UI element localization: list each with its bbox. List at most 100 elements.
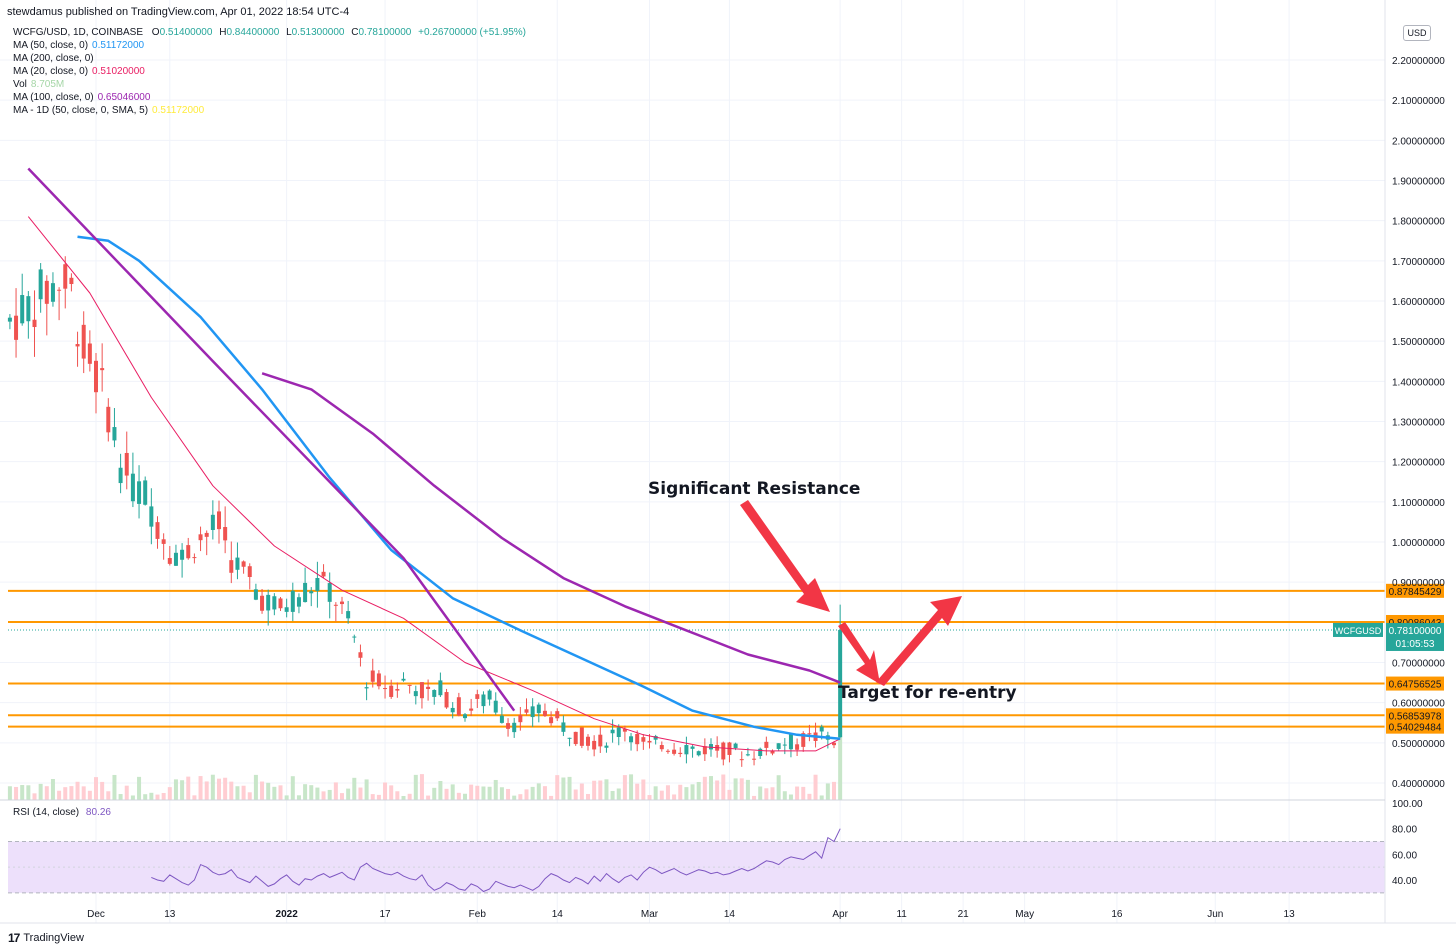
volume-bar — [186, 776, 191, 800]
volume-bar — [229, 781, 234, 800]
volume-bar — [493, 779, 498, 800]
candle-body — [629, 736, 634, 743]
volume-bar — [733, 778, 738, 800]
price-tick-label: 1.60000000 — [1392, 297, 1445, 308]
symbol-legend: WCFG/USD, 1D, COINBASE O0.51400000 H0.84… — [13, 26, 526, 39]
candle-body — [555, 711, 560, 719]
volume-bar — [130, 795, 135, 800]
volume-bar — [44, 786, 49, 800]
volume-bar — [788, 794, 793, 800]
indicator-value: 0.51020000 — [92, 66, 145, 77]
publish-header: stewdamus published on TradingView.com, … — [7, 6, 350, 18]
volume-bar — [327, 789, 332, 800]
indicator-ma50[interactable]: MA (50, close, 0) 0.51172000 — [13, 39, 144, 52]
price-tick-label: 2.00000000 — [1392, 136, 1445, 147]
indicator-vol[interactable]: Vol 8.705M — [13, 78, 64, 91]
volume-bar — [690, 784, 695, 800]
volume-bar — [407, 793, 412, 800]
time-tick-label: Apr — [832, 909, 848, 920]
volume-bar — [210, 774, 215, 800]
volume-bar — [75, 781, 80, 800]
candle-body — [167, 558, 172, 564]
candle-body — [309, 591, 314, 594]
candle-body — [622, 728, 627, 732]
close-label: C — [351, 27, 359, 38]
candle-body — [315, 578, 320, 591]
volume-bar — [579, 783, 584, 800]
candle-body — [352, 636, 357, 638]
volume-bar — [106, 791, 111, 800]
time-tick-label: 13 — [164, 909, 176, 920]
volume-bar — [684, 787, 689, 800]
rsi-legend[interactable]: RSI (14, close) 80.26 — [13, 807, 111, 818]
price-tick-label: 0.50000000 — [1392, 739, 1445, 750]
volume-bar — [94, 777, 98, 800]
volume-bar — [586, 793, 590, 800]
volume-bar — [7, 786, 12, 800]
volume-bar — [198, 776, 203, 800]
candle-body — [346, 611, 351, 619]
candle-body — [518, 715, 523, 723]
volume-bar — [38, 783, 43, 800]
currency-button[interactable]: USD — [1403, 25, 1431, 41]
volume-bar — [266, 782, 271, 800]
indicator-value: 8.705M — [30, 79, 65, 90]
price-tick-label: 1.90000000 — [1392, 177, 1445, 188]
tradingview-footer[interactable]: 17 TradingView — [8, 931, 84, 945]
indicator-ma-1d[interactable]: MA - 1D (50, close, 0, SMA, 5) 0.51172000 — [13, 104, 204, 117]
volume-bar — [542, 786, 547, 800]
candle-body — [407, 684, 412, 686]
volume-bar — [204, 781, 209, 800]
candle-body — [284, 607, 289, 612]
candle-body — [653, 736, 658, 740]
volume-bar — [112, 774, 117, 800]
candle-body — [7, 317, 12, 322]
volume-bar — [752, 795, 757, 800]
price-tick-label: 1.10000000 — [1392, 498, 1445, 509]
volume-bar — [450, 784, 455, 800]
volume-bar — [530, 786, 535, 800]
candle-body — [721, 742, 726, 760]
volume-bar — [832, 781, 836, 800]
volume-bar — [825, 783, 830, 800]
last-price-tag — [1386, 622, 1444, 651]
time-tick-label: 13 — [1284, 909, 1296, 920]
volume-bar — [635, 783, 640, 800]
volume-bar — [536, 783, 541, 800]
candle-body — [426, 686, 431, 690]
candle-body — [155, 522, 160, 539]
horizontal-levels[interactable]: 0.878454290.800860430.647565250.56853978… — [8, 583, 1444, 734]
rsi-tick-label: 80.00 — [1392, 825, 1417, 836]
indicator-ma20[interactable]: MA (20, close, 0) 0.51020000 — [13, 65, 145, 78]
indicator-ma100[interactable]: MA (100, close, 0) 0.65046000 — [13, 91, 150, 104]
candle-body — [321, 571, 326, 577]
up-arrow — [876, 596, 962, 686]
candle-body — [481, 694, 486, 707]
candle-body — [81, 324, 86, 359]
rsi-value: 80.26 — [85, 807, 111, 818]
price-tick-label: 1.80000000 — [1392, 217, 1445, 228]
candle-body — [752, 758, 757, 760]
ma200-line — [27, 167, 516, 712]
last-price-label: 0.78100000 — [1389, 626, 1442, 637]
candle-body — [241, 561, 246, 567]
volume-bar — [100, 781, 105, 800]
open-label: O — [151, 27, 160, 38]
volume-bar — [506, 788, 511, 800]
indicator-ma200[interactable]: MA (200, close, 0) — [13, 52, 98, 65]
volume-bar — [770, 787, 775, 800]
candle-body — [340, 601, 344, 605]
volume-bar — [463, 793, 467, 800]
indicator-value: 0.51172000 — [152, 105, 205, 116]
candle-body — [469, 708, 474, 711]
candle-body — [819, 726, 824, 732]
ma50-line — [77, 235, 841, 741]
candle-body — [247, 566, 252, 577]
countdown-label: 01:05:53 — [1396, 639, 1435, 650]
candle-body — [173, 552, 178, 566]
volume-bar — [413, 774, 418, 800]
candle-body — [641, 737, 646, 742]
volume-bar — [795, 786, 800, 800]
candle-body — [192, 557, 197, 559]
